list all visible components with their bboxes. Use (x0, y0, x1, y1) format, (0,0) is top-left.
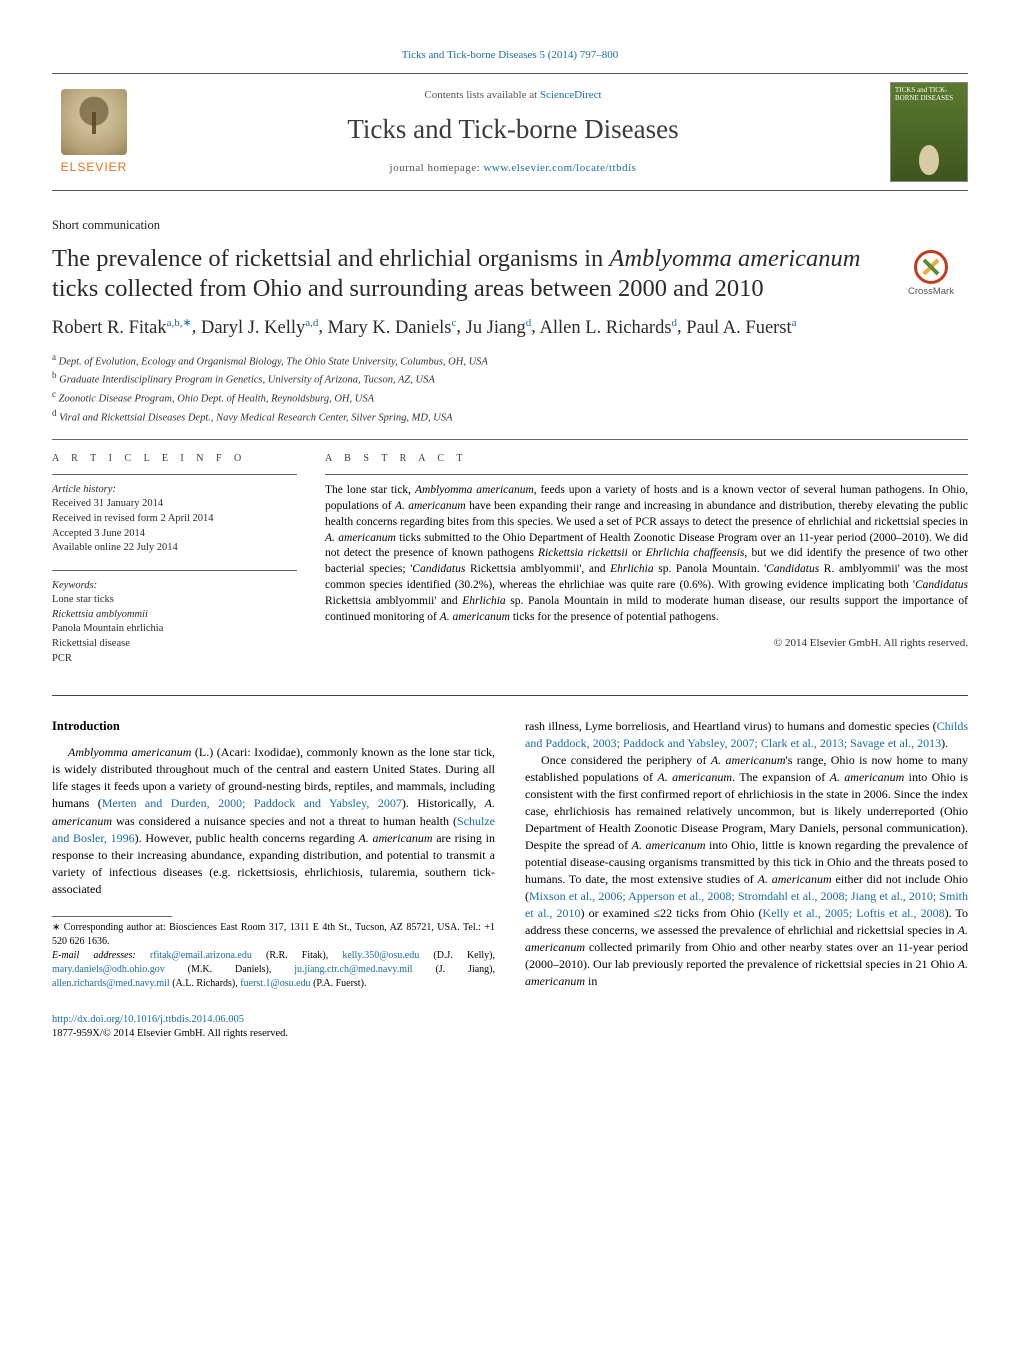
article-info-column: a r t i c l e i n f o Article history: R… (52, 452, 297, 680)
body-paragraph: Amblyomma americanum (L.) (Acari: Ixodid… (52, 744, 495, 897)
abstract-copyright: © 2014 Elsevier GmbH. All rights reserve… (325, 636, 968, 651)
body-paragraph: rash illness, Lyme borreliosis, and Hear… (525, 718, 968, 752)
affiliation: d Viral and Rickettsial Diseases Dept., … (52, 407, 968, 426)
author: Daryl J. Kellya,d (201, 318, 318, 338)
history-item: Available online 22 July 2014 (52, 541, 297, 556)
cover-tick-icon (919, 145, 939, 175)
title-species: Amblyomma americanum (609, 245, 860, 272)
journal-cover-thumb: TICKS and TICK-BORNE DISEASES (890, 82, 968, 182)
publisher-logo: ELSEVIER (52, 89, 136, 175)
keywords-label: Keywords: (52, 579, 297, 593)
article-info-heading: a r t i c l e i n f o (52, 452, 297, 466)
homepage-prefix: journal homepage: (390, 162, 484, 174)
corr-author-line: ∗ Corresponding author at: Biosciences E… (52, 921, 495, 949)
article-title: The prevalence of rickettsial and ehrlic… (52, 244, 862, 304)
publisher-name: ELSEVIER (52, 159, 136, 175)
info-rule-2 (52, 570, 297, 571)
email-link[interactable]: mary.daniels@odh.ohio.gov (52, 964, 165, 975)
title-pre: The prevalence of rickettsial and ehrlic… (52, 245, 609, 272)
intro-heading: Introduction (52, 718, 495, 735)
keyword: PCR (52, 652, 297, 667)
doi-link[interactable]: http://dx.doi.org/10.1016/j.ttbdis.2014.… (52, 1014, 244, 1025)
section-rule-2 (52, 695, 968, 696)
email-link[interactable]: ju.jiang.ctr.ch@med.navy.mil (294, 964, 412, 975)
contents-prefix: Contents lists available at (424, 89, 539, 101)
abstract-rule (325, 474, 968, 475)
elsevier-tree-icon (61, 89, 127, 155)
journal-title-block: Contents lists available at ScienceDirec… (136, 88, 890, 176)
author: Allen L. Richardsd (540, 318, 678, 338)
homepage-url[interactable]: www.elsevier.com/locate/ttbdis (483, 162, 636, 174)
article-type: Short communication (52, 217, 968, 234)
keyword: Rickettsial disease (52, 637, 297, 652)
history-label: Article history: (52, 483, 297, 497)
sciencedirect-link[interactable]: ScienceDirect (540, 89, 602, 101)
author: Paul A. Fuersta (686, 318, 796, 338)
email-link[interactable]: rfitak@email.arizona.edu (150, 950, 252, 961)
title-post: ticks collected from Ohio and surroundin… (52, 275, 764, 302)
keyword: Lone star ticks (52, 593, 297, 608)
info-rule (52, 474, 297, 475)
email-addresses: E-mail addresses: rfitak@email.arizona.e… (52, 949, 495, 991)
journal-title: Ticks and Tick-borne Diseases (146, 111, 880, 147)
section-rule-1 (52, 439, 968, 440)
affiliation: a Dept. of Evolution, Ecology and Organi… (52, 351, 968, 370)
article-history: Article history: Received 31 January 201… (52, 483, 297, 556)
affiliation: c Zoonotic Disease Program, Ohio Dept. o… (52, 388, 968, 407)
author-list: Robert R. Fitaka,b,∗, Daryl J. Kellya,d,… (52, 315, 968, 340)
journal-header-bar: ELSEVIER Contents lists available at Sci… (52, 74, 968, 191)
contents-line: Contents lists available at ScienceDirec… (146, 88, 880, 103)
history-item: Received 31 January 2014 (52, 497, 297, 512)
crossmark-badge[interactable]: CrossMark (894, 250, 968, 299)
author: Ju Jiangd (466, 318, 532, 338)
email-link[interactable]: fuerst.1@osu.edu (240, 978, 310, 989)
body-paragraph: Once considered the periphery of A. amer… (525, 752, 968, 990)
abstract-column: a b s t r a c t The lone star tick, Ambl… (325, 452, 968, 680)
homepage-line: journal homepage: www.elsevier.com/locat… (146, 161, 880, 176)
email-link[interactable]: allen.richards@med.navy.mil (52, 978, 170, 989)
author: Robert R. Fitaka,b,∗ (52, 318, 192, 338)
keyword: Rickettsia amblyommii (52, 608, 297, 623)
running-citation: Ticks and Tick-borne Diseases 5 (2014) 7… (52, 48, 968, 63)
abstract-heading: a b s t r a c t (325, 452, 968, 466)
abstract-text: The lone star tick, Amblyomma americanum… (325, 483, 968, 626)
affiliations: a Dept. of Evolution, Ecology and Organi… (52, 351, 968, 426)
author: Mary K. Danielsc (328, 318, 457, 338)
doi-line: http://dx.doi.org/10.1016/j.ttbdis.2014.… (52, 1013, 968, 1027)
footnote-separator (52, 916, 172, 917)
affiliation: b Graduate Interdisciplinary Program in … (52, 369, 968, 388)
keyword: Panola Mountain ehrlichia (52, 622, 297, 637)
keywords-block: Keywords: Lone star ticksRickettsia ambl… (52, 579, 297, 667)
history-item: Received in revised form 2 April 2014 (52, 512, 297, 527)
issn-copyright-line: 1877-959X/© 2014 Elsevier GmbH. All righ… (52, 1027, 968, 1041)
corresponding-author-footnote: ∗ Corresponding author at: Biosciences E… (52, 921, 495, 991)
crossmark-icon (914, 250, 948, 284)
body-columns: Introduction Amblyomma americanum (L.) (… (52, 718, 968, 991)
cover-title: TICKS and TICK-BORNE DISEASES (895, 87, 963, 102)
email-link[interactable]: kelly.350@osu.edu (342, 950, 419, 961)
crossmark-label: CrossMark (908, 286, 954, 297)
history-item: Accepted 3 June 2014 (52, 527, 297, 542)
